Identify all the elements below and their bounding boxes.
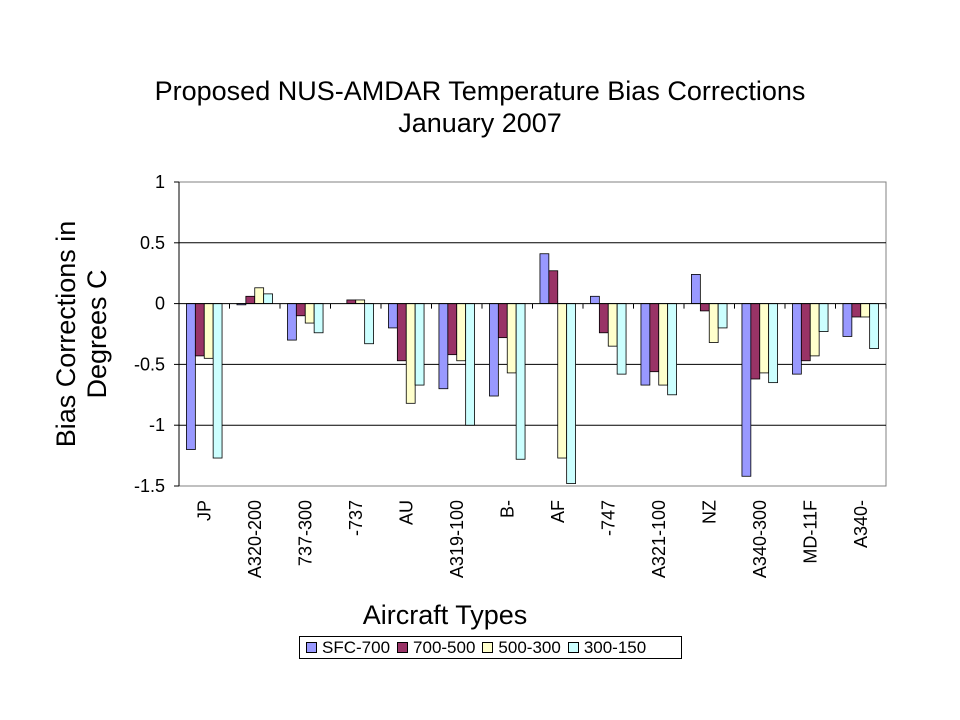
bar bbox=[818, 303, 829, 332]
bar bbox=[557, 303, 568, 459]
bar bbox=[649, 303, 660, 373]
bar bbox=[539, 253, 550, 305]
bar bbox=[699, 303, 710, 312]
x-tick-label: JP bbox=[194, 500, 214, 521]
bar bbox=[741, 303, 752, 477]
x-tick-label: AU bbox=[396, 500, 416, 525]
bar bbox=[364, 303, 374, 345]
bar bbox=[667, 303, 677, 396]
bar bbox=[287, 303, 297, 341]
x-tick-label: 737-300 bbox=[295, 500, 315, 566]
legend: SFC-700 700-500 500-300 300-150 bbox=[299, 636, 682, 659]
bar bbox=[869, 303, 879, 349]
bar bbox=[489, 303, 499, 397]
x-tick-label: AF bbox=[548, 500, 568, 523]
x-tick-label: NZ bbox=[699, 500, 719, 524]
bar bbox=[304, 303, 315, 324]
legend-item-500-300: 500-300 bbox=[482, 637, 561, 658]
bar bbox=[405, 303, 416, 404]
bar bbox=[566, 303, 576, 484]
bar bbox=[792, 303, 802, 375]
x-axis-title: Aircraft Types bbox=[362, 600, 528, 630]
bar bbox=[515, 303, 526, 460]
bar bbox=[245, 295, 256, 304]
bar bbox=[438, 303, 449, 390]
bar bbox=[447, 303, 458, 356]
bar bbox=[860, 303, 871, 318]
legend-swatch-700-500 bbox=[397, 642, 409, 653]
legend-item-sfc-700: SFC-700 bbox=[306, 638, 390, 658]
legend-swatch-sfc-700 bbox=[306, 642, 317, 653]
bar bbox=[708, 303, 719, 343]
bar bbox=[212, 303, 223, 459]
bar bbox=[598, 303, 609, 334]
bar bbox=[809, 303, 820, 357]
bar bbox=[717, 303, 728, 329]
x-tick-label: A320-200 bbox=[245, 500, 265, 578]
bar bbox=[313, 303, 324, 334]
bar bbox=[203, 303, 214, 359]
bar bbox=[851, 303, 862, 318]
legend-item-300-150: 300-150 bbox=[567, 637, 647, 658]
bar bbox=[497, 303, 508, 339]
bar bbox=[640, 303, 651, 386]
y-axis-title-line-1: Bias Corrections in bbox=[51, 220, 81, 448]
legend-swatch-300-150 bbox=[567, 642, 579, 653]
y-tick-label: 0.5 bbox=[140, 233, 165, 253]
y-tick-label: 1 bbox=[155, 172, 165, 192]
bar bbox=[750, 303, 761, 380]
legend-label-500-300: 500-300 bbox=[498, 637, 561, 657]
bar bbox=[346, 299, 357, 304]
y-tick-label: -0.5 bbox=[134, 354, 165, 374]
bar bbox=[186, 303, 196, 450]
x-tick-label: MD-11F bbox=[800, 500, 820, 564]
bar bbox=[616, 303, 627, 375]
bar bbox=[194, 303, 205, 357]
y-tick-label: -1.5 bbox=[134, 476, 165, 496]
legend-label-700-500: 700-500 bbox=[413, 637, 476, 657]
plot-area bbox=[178, 181, 887, 487]
x-tick-label: A321-100 bbox=[649, 500, 669, 578]
x-tick-label: A340-300 bbox=[750, 500, 770, 578]
x-tick-label: A340- bbox=[851, 500, 871, 548]
bar bbox=[254, 287, 265, 304]
bar bbox=[842, 303, 853, 337]
bar bbox=[590, 295, 600, 304]
bar bbox=[414, 303, 425, 386]
bar bbox=[465, 303, 475, 426]
bar bbox=[768, 303, 778, 384]
x-tick-label: -747 bbox=[598, 500, 618, 536]
x-tick-label: A319-100 bbox=[447, 500, 467, 578]
bar bbox=[355, 299, 366, 304]
legend-label-sfc-700: SFC-700 bbox=[322, 637, 391, 657]
bar bbox=[506, 303, 517, 374]
bar bbox=[691, 274, 701, 304]
chart-title: Proposed NUS-AMDAR Temperature Bias Corr… bbox=[154, 76, 806, 106]
legend-label-300-150: 300-150 bbox=[583, 637, 647, 657]
bar bbox=[800, 303, 811, 362]
y-tick-label: -1 bbox=[149, 415, 165, 435]
bar bbox=[607, 303, 618, 347]
bar bbox=[295, 303, 306, 317]
chart-subtitle: January 2007 bbox=[398, 108, 562, 138]
x-tick-label: -737 bbox=[346, 500, 366, 536]
bar bbox=[263, 293, 273, 305]
y-axis-title-line-2: Degrees C bbox=[82, 269, 112, 399]
bar bbox=[548, 270, 559, 305]
bar bbox=[396, 303, 407, 362]
bar bbox=[759, 303, 770, 374]
legend-swatch-500-300 bbox=[482, 642, 494, 653]
bar bbox=[388, 303, 398, 329]
legend-item-700-500: 700-500 bbox=[397, 638, 475, 658]
bar bbox=[658, 303, 669, 386]
bar bbox=[456, 303, 467, 362]
x-tick-label: B- bbox=[497, 500, 517, 518]
y-tick-label: 0 bbox=[155, 294, 165, 314]
